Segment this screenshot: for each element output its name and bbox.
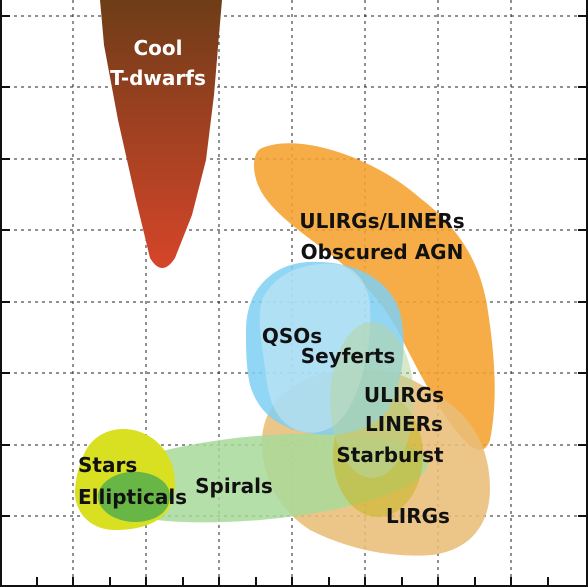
label-t-dwarfs: T-dwarfs bbox=[110, 66, 206, 90]
label-ulirgs-liners-top: ULIRGs/LINERs bbox=[299, 209, 464, 233]
label-seyferts: Seyferts bbox=[301, 344, 396, 368]
regions bbox=[74, 0, 495, 556]
label-lirgs: LIRGs bbox=[386, 504, 450, 528]
region-ellipticals bbox=[97, 471, 170, 522]
label-stars: Stars bbox=[78, 453, 137, 477]
label-liners: LINERs bbox=[365, 412, 443, 436]
region-labels: Cool T-dwarfs ULIRGs/LINERs Obscured AGN… bbox=[78, 36, 465, 528]
region-ulirgs-liners-obscured-agn bbox=[253, 143, 495, 450]
label-ulirgs: ULIRGs bbox=[364, 383, 444, 407]
label-cool: Cool bbox=[133, 36, 182, 60]
label-obscured-agn: Obscured AGN bbox=[301, 240, 464, 264]
label-starburst: Starburst bbox=[336, 443, 444, 467]
region-cool-t-dwarfs bbox=[100, 0, 222, 268]
label-spirals: Spirals bbox=[195, 474, 273, 498]
region-ulirgs-liners bbox=[330, 322, 414, 478]
label-ellipticals: Ellipticals bbox=[78, 485, 187, 509]
label-qsos: QSOs bbox=[262, 324, 322, 348]
